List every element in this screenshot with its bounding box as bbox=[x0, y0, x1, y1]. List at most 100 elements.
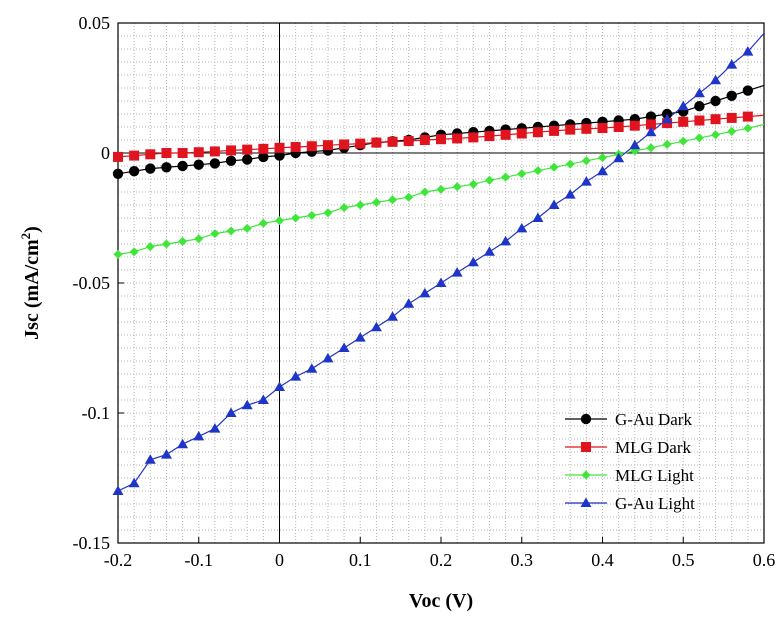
data-point bbox=[388, 195, 398, 205]
legend-label: G-Au Light bbox=[615, 494, 695, 513]
data-point bbox=[694, 133, 704, 143]
data-point bbox=[290, 371, 302, 381]
data-point bbox=[161, 239, 171, 249]
legend-entry: MLG Light bbox=[565, 466, 694, 485]
data-point bbox=[694, 101, 705, 112]
x-tick-label: 0.3 bbox=[511, 550, 534, 570]
data-point bbox=[258, 151, 269, 163]
data-point bbox=[113, 151, 123, 162]
data-point bbox=[128, 477, 140, 488]
data-point bbox=[500, 129, 511, 140]
data-point bbox=[613, 152, 625, 163]
x-tick-label: -0.2 bbox=[104, 550, 133, 570]
data-point bbox=[532, 127, 543, 138]
y-axis-title-sup: 2 bbox=[18, 233, 33, 240]
data-point bbox=[549, 162, 559, 172]
data-point bbox=[129, 150, 140, 161]
y-tick-label: -0.05 bbox=[73, 273, 111, 293]
data-point bbox=[549, 125, 560, 136]
legend-label: G-Au Dark bbox=[615, 410, 692, 429]
data-point bbox=[145, 149, 156, 160]
x-tick-label: 0 bbox=[275, 550, 284, 570]
data-point bbox=[128, 166, 140, 177]
data-point bbox=[629, 139, 641, 150]
y-axis-title-tail: ) bbox=[21, 226, 43, 233]
legend-marker bbox=[580, 413, 592, 425]
data-point bbox=[145, 242, 155, 252]
data-point bbox=[177, 160, 188, 172]
data-point bbox=[370, 321, 382, 332]
data-point bbox=[726, 90, 737, 102]
data-point bbox=[532, 212, 544, 222]
x-tick-label: 0.6 bbox=[753, 550, 776, 570]
legend-entry: G-Au Light bbox=[565, 494, 695, 513]
data-point bbox=[258, 143, 269, 154]
data-point bbox=[420, 187, 430, 197]
data-point bbox=[291, 213, 301, 223]
data-point bbox=[193, 147, 204, 158]
data-point bbox=[144, 454, 156, 464]
data-point bbox=[710, 114, 721, 125]
data-point bbox=[580, 176, 592, 186]
legend-entry: MLG Dark bbox=[565, 438, 692, 457]
data-point bbox=[645, 111, 657, 122]
x-tick-label: -0.1 bbox=[185, 550, 214, 570]
data-point bbox=[210, 229, 220, 239]
data-point bbox=[161, 162, 172, 173]
legend: G-Au Dark MLG Dark MLG Light G-Au Light bbox=[565, 410, 695, 513]
data-point bbox=[645, 119, 656, 130]
data-point bbox=[564, 189, 576, 199]
data-point bbox=[403, 136, 414, 147]
data-point bbox=[275, 216, 284, 226]
data-point bbox=[484, 131, 495, 142]
data-point bbox=[662, 139, 672, 149]
data-point bbox=[678, 116, 689, 127]
y-tick-label: 0.05 bbox=[79, 13, 111, 33]
data-point bbox=[274, 381, 285, 391]
marker-layer bbox=[112, 46, 754, 495]
data-point bbox=[694, 115, 705, 126]
y-tick-label: -0.1 bbox=[82, 403, 111, 423]
data-point bbox=[742, 46, 754, 56]
data-point bbox=[274, 150, 285, 161]
data-point bbox=[661, 113, 673, 124]
data-point bbox=[726, 59, 738, 69]
data-point bbox=[322, 140, 333, 151]
data-point bbox=[257, 394, 269, 404]
data-point bbox=[613, 122, 624, 132]
data-point bbox=[516, 128, 527, 139]
data-point bbox=[194, 234, 204, 244]
data-point bbox=[452, 182, 462, 192]
data-point bbox=[225, 407, 237, 417]
data-point bbox=[581, 156, 591, 166]
data-point bbox=[226, 226, 236, 236]
x-tick-label: 0.1 bbox=[349, 550, 372, 570]
data-point bbox=[338, 342, 350, 352]
data-point bbox=[710, 95, 721, 107]
data-point bbox=[726, 112, 737, 123]
data-point bbox=[323, 208, 333, 218]
data-point bbox=[112, 168, 124, 179]
data-point bbox=[112, 485, 124, 495]
data-point bbox=[710, 74, 722, 85]
legend-marker bbox=[581, 442, 591, 452]
data-point bbox=[113, 249, 123, 259]
data-point bbox=[371, 197, 381, 207]
data-point bbox=[678, 136, 688, 146]
data-point bbox=[516, 222, 528, 233]
x-tick-label: 0.5 bbox=[672, 550, 695, 570]
data-point bbox=[548, 199, 560, 209]
data-point bbox=[371, 137, 382, 148]
data-point bbox=[742, 85, 754, 96]
data-point bbox=[306, 363, 318, 373]
data-point bbox=[565, 159, 575, 169]
data-point bbox=[451, 267, 463, 277]
data-point bbox=[727, 126, 737, 136]
data-point bbox=[468, 132, 479, 143]
data-point bbox=[468, 179, 478, 189]
data-point bbox=[226, 145, 237, 156]
data-point bbox=[711, 130, 721, 140]
data-point bbox=[452, 133, 463, 144]
data-point bbox=[290, 142, 301, 153]
data-point bbox=[355, 138, 366, 149]
